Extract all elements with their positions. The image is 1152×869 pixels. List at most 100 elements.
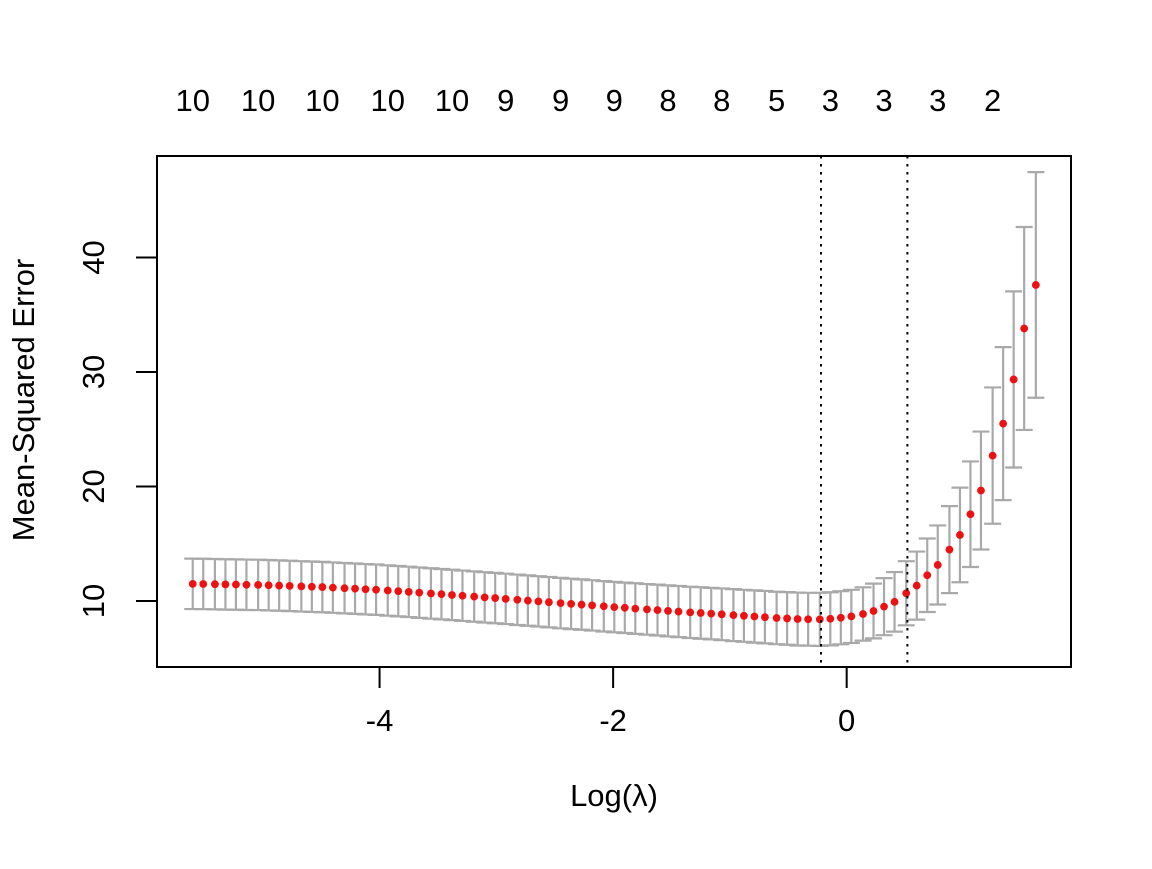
- x-tick-label: -4: [366, 703, 394, 738]
- data-point: [285, 582, 294, 590]
- data-point: [328, 583, 337, 592]
- top-axis-count: 10: [305, 83, 339, 118]
- x-tick-label: -2: [599, 703, 627, 738]
- data-point: [534, 597, 543, 606]
- data-point: [297, 582, 306, 591]
- data-point: [264, 581, 273, 590]
- x-axis-title: Log(λ): [570, 778, 658, 813]
- y-tick-label: 30: [76, 355, 111, 389]
- data-point: [340, 584, 349, 593]
- y-axis-group: 10 20 30 40: [76, 240, 157, 618]
- data-point: [567, 599, 575, 608]
- data-point: [599, 602, 608, 611]
- data-point: [427, 589, 435, 598]
- data-point: [826, 614, 835, 623]
- data-point: [880, 602, 888, 611]
- error-bars-group: [184, 171, 1045, 648]
- data-point: [254, 580, 263, 589]
- data-point: [988, 451, 997, 460]
- data-point: [501, 594, 510, 603]
- data-point: [318, 583, 327, 591]
- data-point: [523, 596, 532, 605]
- data-point: [458, 591, 467, 600]
- data-points-group: [188, 281, 1040, 624]
- data-point: [275, 581, 284, 590]
- data-point: [912, 581, 921, 590]
- data-point: [211, 580, 219, 589]
- data-point: [307, 582, 316, 591]
- top-axis-count: 3: [929, 83, 946, 118]
- data-point: [199, 580, 208, 588]
- data-point: [847, 612, 856, 621]
- top-axis-count: 9: [497, 83, 514, 118]
- data-point: [383, 586, 392, 595]
- data-point: [815, 615, 824, 624]
- data-point: [729, 611, 738, 620]
- data-point: [188, 579, 197, 588]
- top-axis-count: 10: [175, 83, 209, 118]
- data-point: [448, 591, 456, 599]
- data-point: [783, 614, 792, 623]
- data-point: [890, 597, 899, 606]
- data-point: [674, 607, 683, 616]
- data-point: [415, 588, 424, 597]
- data-point: [221, 580, 230, 589]
- data-point: [242, 580, 251, 589]
- data-point: [933, 561, 942, 569]
- data-point: [923, 571, 932, 580]
- data-point: [859, 610, 867, 618]
- top-axis-count: 8: [659, 83, 676, 118]
- data-point: [750, 612, 759, 621]
- data-point: [610, 603, 619, 612]
- data-point: [761, 613, 769, 622]
- lambda-vlines-group: [819, 156, 909, 667]
- y-axis-title: Mean-Squared Error: [6, 259, 41, 542]
- data-point: [513, 595, 522, 604]
- data-point: [740, 611, 748, 620]
- data-point: [480, 593, 489, 602]
- data-point: [1031, 281, 1040, 289]
- data-point: [631, 604, 640, 613]
- data-point: [956, 531, 964, 539]
- data-point: [696, 609, 705, 617]
- y-tick-label: 40: [76, 240, 111, 274]
- data-point: [394, 587, 403, 596]
- data-point: [556, 599, 565, 607]
- top-axis-count: 3: [822, 83, 839, 118]
- data-point: [772, 614, 781, 622]
- data-point: [836, 613, 845, 622]
- top-axis-count: 8: [713, 83, 730, 118]
- data-point: [470, 592, 479, 601]
- data-point: [717, 610, 726, 619]
- data-point: [1009, 375, 1018, 384]
- plot-box: [156, 155, 1072, 668]
- data-point: [404, 587, 413, 596]
- top-axis-count: 10: [371, 83, 405, 118]
- data-point: [902, 589, 911, 598]
- top-axis-count: 10: [435, 83, 469, 118]
- top-axis-count: 10: [241, 83, 275, 118]
- data-point: [804, 615, 813, 624]
- data-point: [232, 580, 240, 589]
- x-tick-label: 0: [838, 703, 855, 738]
- data-point: [491, 594, 500, 602]
- data-point: [351, 584, 359, 593]
- data-point: [653, 606, 662, 614]
- data-point: [869, 607, 878, 615]
- data-point: [664, 606, 672, 615]
- top-axis-counts-group: 10 10 10 10 10 9 9 9 8 8 5 3 3 3 2: [175, 83, 1001, 118]
- data-point: [577, 600, 586, 609]
- data-point: [372, 585, 380, 594]
- data-point: [945, 545, 954, 554]
- top-axis-count: 3: [875, 83, 892, 118]
- data-point: [1020, 324, 1029, 333]
- data-point: [999, 419, 1008, 428]
- data-point: [707, 609, 716, 618]
- data-point: [977, 486, 985, 495]
- data-point: [544, 598, 553, 607]
- y-tick-label: 20: [76, 469, 111, 503]
- top-axis-count: 9: [552, 83, 569, 118]
- data-point: [588, 601, 597, 610]
